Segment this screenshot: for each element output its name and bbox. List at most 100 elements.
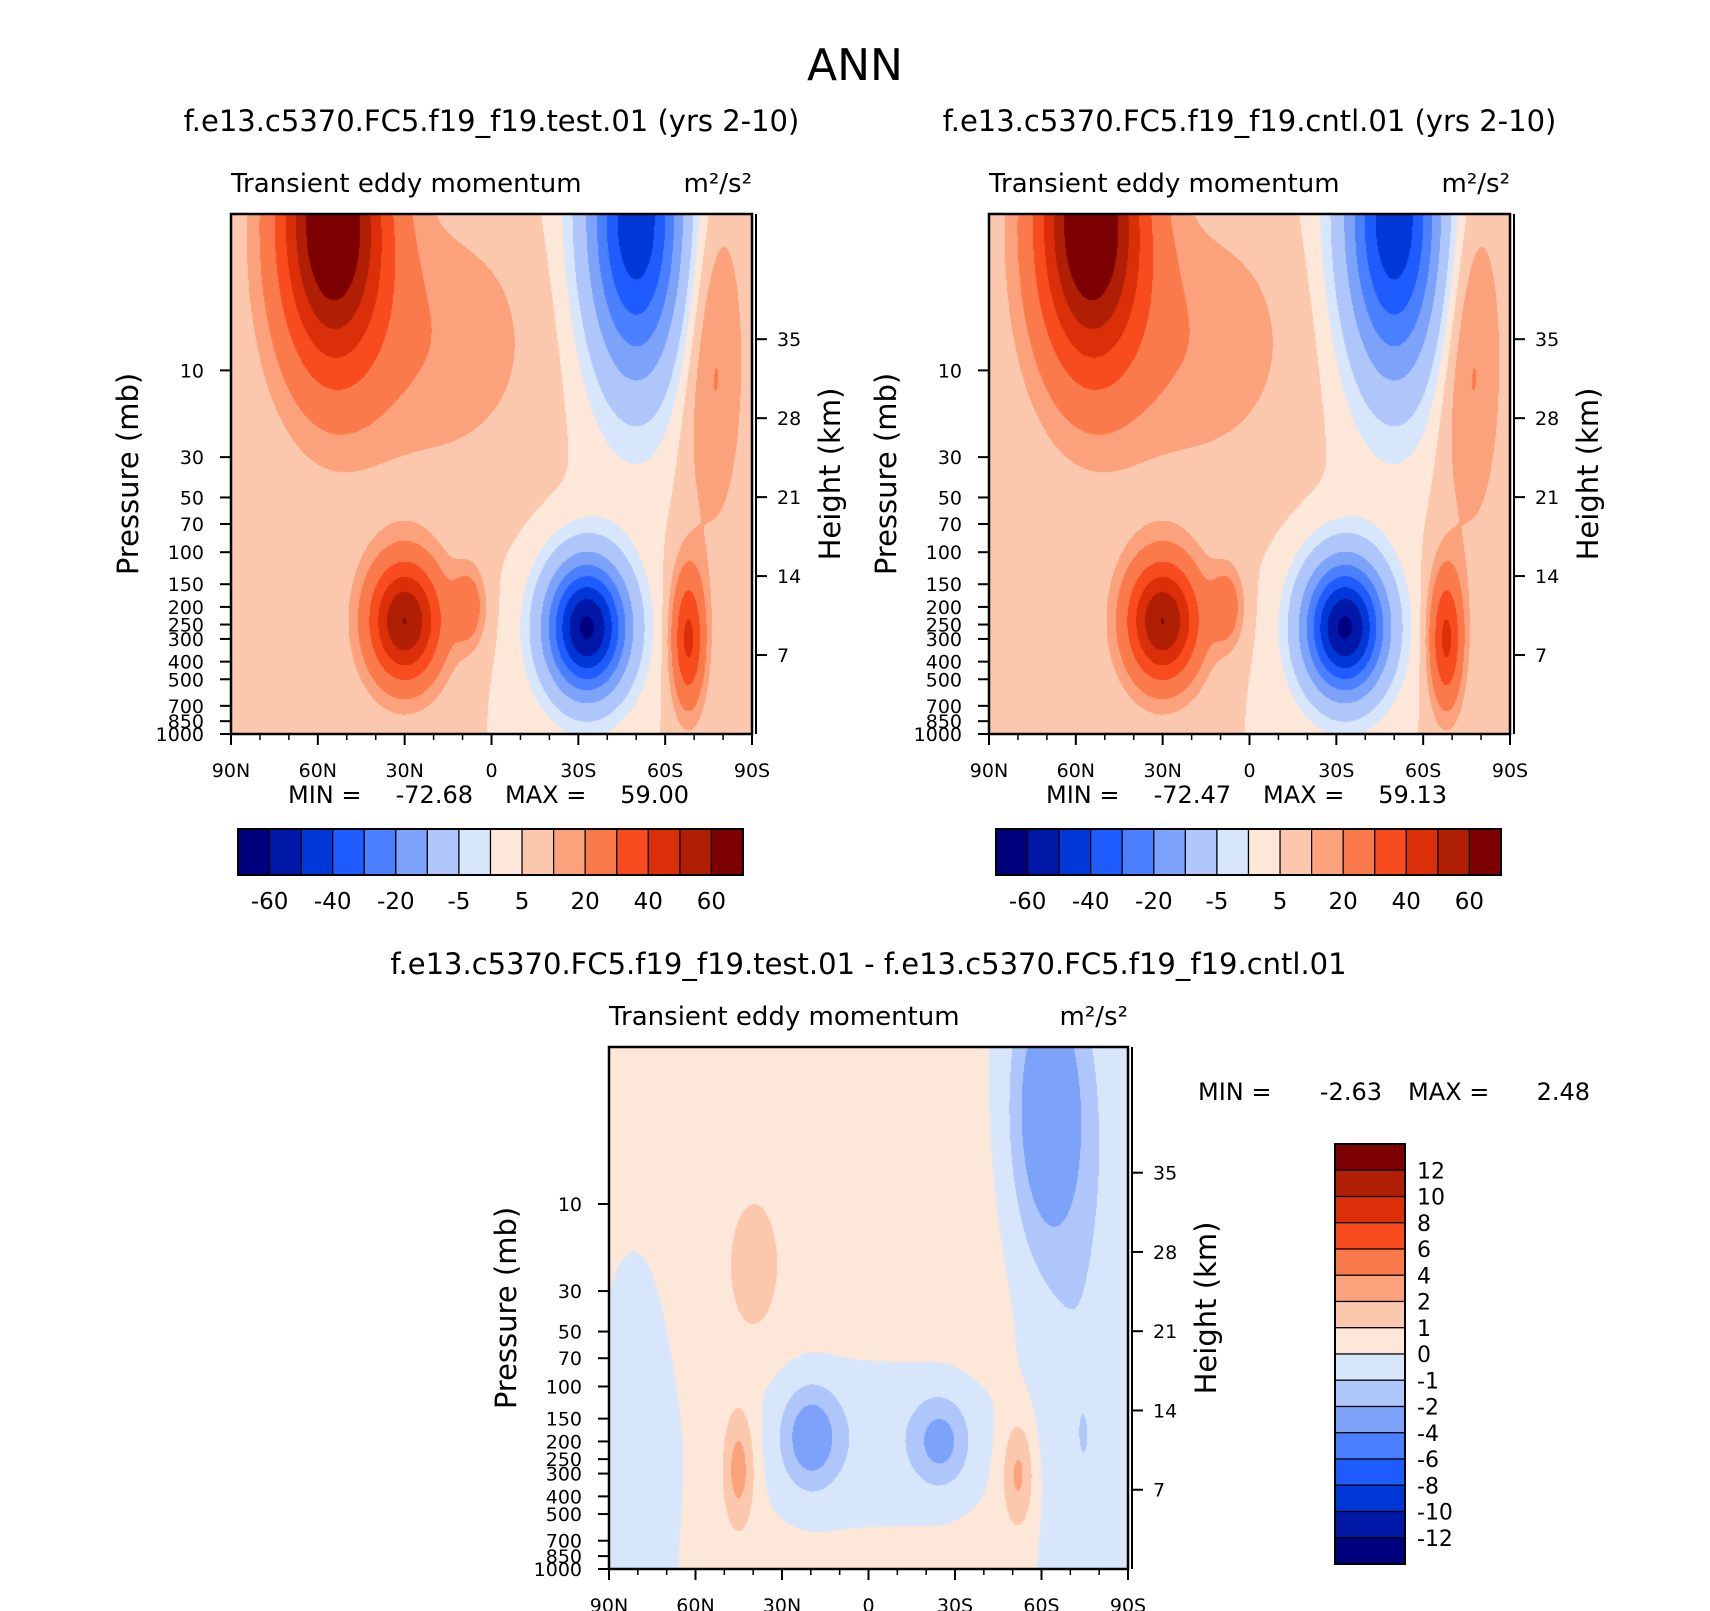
y-tick-label: 1000	[534, 1559, 582, 1581]
y2-axis-label: Height (km)	[1571, 388, 1605, 561]
colorbar-label: 6	[1417, 1238, 1431, 1263]
plot-panel-1: f.e13.c5370.FC5.f19_f19.test.01 (yrs 2-1…	[111, 104, 847, 915]
colorbar-swatch	[1121, 828, 1155, 876]
colorbar-swatch	[616, 828, 649, 876]
y-tick-label: 100	[168, 542, 204, 564]
colorbar-label: -5	[1205, 889, 1228, 915]
y-tick-label: 500	[926, 669, 962, 691]
colorbar-swatch	[1334, 1510, 1406, 1539]
colorbar-label: 60	[1455, 889, 1484, 915]
x-tick-label: 30N	[385, 760, 423, 782]
x-tick-label: 90S	[1492, 760, 1528, 782]
colorbar-label: 4	[1417, 1264, 1431, 1289]
y2-tick-label: 7	[777, 645, 789, 667]
units-label: m²/s²	[1060, 1002, 1128, 1032]
colorbar-swatch	[1334, 1143, 1406, 1171]
x-tick-label: 30S	[560, 760, 596, 782]
colorbar-swatch	[426, 828, 460, 876]
y-tick-label: 400	[168, 652, 204, 674]
colorbar-swatch	[521, 828, 555, 876]
y-tick-label: 70	[180, 514, 204, 536]
y-tick-label: 100	[546, 1376, 582, 1398]
colorbar-swatch	[1216, 828, 1250, 876]
colorbar-swatch	[300, 828, 334, 876]
y-tick-label: 10	[180, 360, 204, 382]
x-tick-label: 0	[485, 760, 497, 782]
y-tick-label: 10	[938, 360, 962, 382]
colorbar-swatch	[1153, 828, 1186, 876]
max-value: 2.48	[1537, 1078, 1590, 1106]
colorbar-swatch	[1334, 1222, 1406, 1250]
colorbar-swatch	[584, 828, 618, 876]
x-tick-label: 30S	[1318, 760, 1354, 782]
variable-title: Transient eddy momentum	[230, 169, 582, 199]
colorbar-swatch	[1247, 828, 1281, 876]
colorbar-label: 10	[1417, 1186, 1445, 1211]
colorbar-label: -10	[1417, 1501, 1453, 1526]
contour-fill	[609, 1047, 1128, 1569]
colorbar-swatch	[1058, 828, 1092, 876]
x-tick-label: 60S	[1023, 1595, 1059, 1611]
y-tick-label: 250	[546, 1449, 582, 1471]
y-tick-label: 850	[546, 1546, 582, 1568]
max-value: 59.00	[620, 781, 689, 809]
max-label: MAX =	[505, 781, 586, 809]
colorbar-swatch	[1334, 1484, 1406, 1513]
colorbar-label: -60	[251, 889, 289, 915]
y-axis-label: Pressure (mb)	[869, 373, 903, 575]
y2-tick-label: 21	[1535, 487, 1559, 509]
min-label: MIN =	[1198, 1078, 1271, 1106]
case-title: f.e13.c5370.FC5.f19_f19.cntl.01 (yrs 2-1…	[943, 104, 1557, 138]
colorbar-swatch	[679, 828, 713, 876]
colorbar-swatch	[1090, 828, 1123, 876]
variable-title: Transient eddy momentum	[988, 169, 1340, 199]
y2-tick-label: 28	[1153, 1242, 1177, 1264]
x-tick-label: 90S	[1110, 1595, 1146, 1611]
max-label: MAX =	[1408, 1078, 1489, 1106]
y-tick-label: 200	[546, 1431, 582, 1453]
x-tick-label: 60N	[676, 1595, 714, 1611]
plot-panel-2: f.e13.c5370.FC5.f19_f19.cntl.01 (yrs 2-1…	[869, 104, 1605, 915]
page-title: ANN	[807, 40, 903, 91]
y-tick-label: 1000	[156, 724, 204, 746]
y-tick-label: 10	[558, 1194, 582, 1216]
colorbar-swatch	[1374, 828, 1407, 876]
colorbar-label: -40	[1072, 889, 1110, 915]
colorbar-swatch	[237, 828, 271, 876]
colorbar-swatch	[1334, 1169, 1406, 1198]
colorbar-swatch	[1437, 828, 1471, 876]
x-tick-label: 30S	[937, 1595, 973, 1611]
x-tick-label: 30N	[1143, 760, 1181, 782]
y2-tick-label: 35	[1153, 1163, 1177, 1185]
colorbar-swatch	[1334, 1327, 1406, 1355]
y-tick-label: 700	[926, 696, 962, 718]
colorbar-label: -20	[377, 889, 415, 915]
colorbar-swatch	[1405, 828, 1439, 876]
colorbar-swatch	[647, 828, 681, 876]
x-tick-label: 60N	[299, 760, 337, 782]
colorbar-swatch	[363, 828, 397, 876]
y2-tick-label: 21	[777, 487, 801, 509]
colorbar-swatch	[489, 828, 523, 876]
y-tick-label: 250	[168, 615, 204, 637]
colorbar-label: 20	[1329, 889, 1358, 915]
y-tick-label: 150	[168, 574, 204, 596]
y2-tick-label: 7	[1535, 645, 1547, 667]
colorbar-label: -6	[1417, 1448, 1439, 1473]
contour-fill	[989, 214, 1510, 734]
min-value: -2.63	[1320, 1078, 1382, 1106]
max-value: 59.13	[1378, 781, 1447, 809]
x-tick-label: 0	[1243, 760, 1255, 782]
colorbar-label: -40	[314, 889, 352, 915]
y-tick-label: 150	[546, 1409, 582, 1431]
y-tick-label: 500	[168, 669, 204, 691]
colorbar-label: -60	[1009, 889, 1047, 915]
min-label: MIN =	[288, 781, 361, 809]
colorbar-label: 5	[515, 889, 530, 915]
colorbar: -60 -40 -20 -5 5 20 40 60	[995, 828, 1502, 915]
case-title: f.e13.c5370.FC5.f19_f19.test.01 (yrs 2-1…	[184, 104, 800, 138]
y2-tick-label: 14	[1153, 1400, 1177, 1422]
variable-title: Transient eddy momentum	[608, 1002, 960, 1032]
x-tick-label: 60S	[647, 760, 683, 782]
y-tick-label: 50	[558, 1322, 582, 1344]
